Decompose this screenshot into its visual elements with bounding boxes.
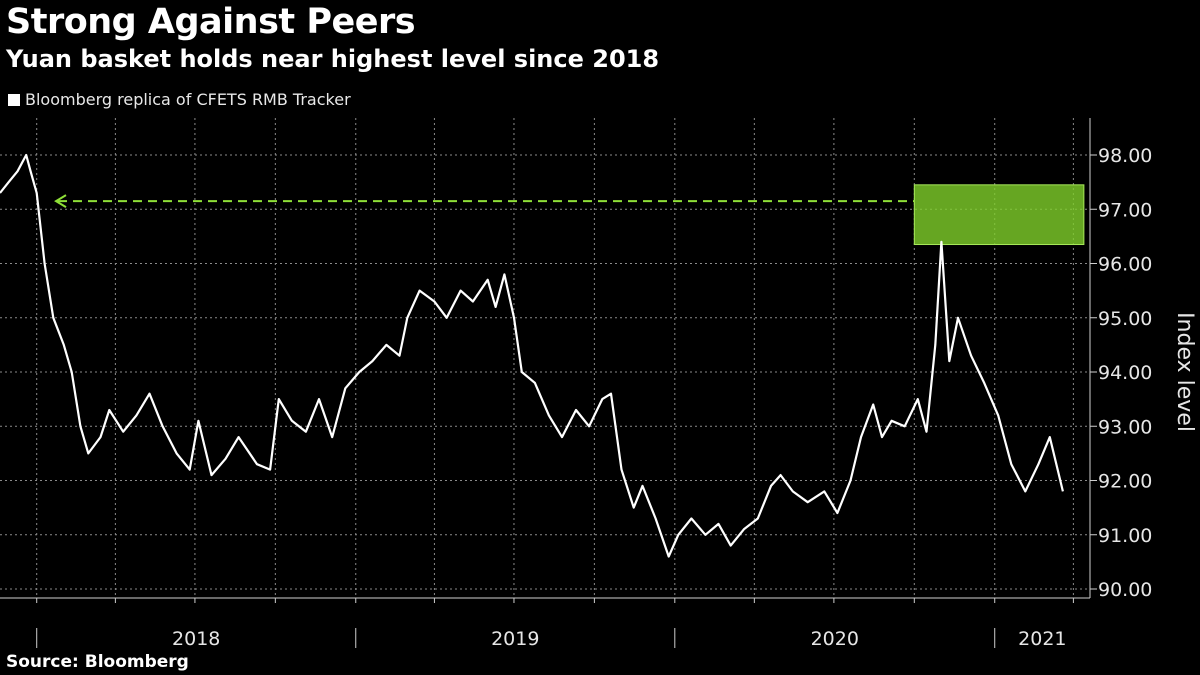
series-line bbox=[0, 153, 1064, 558]
x-tick-label: 2021 bbox=[1018, 628, 1066, 650]
y-tick-label: 94.00 bbox=[1098, 362, 1152, 384]
y-tick-label: 91.00 bbox=[1098, 525, 1152, 547]
reference-arrowhead bbox=[54, 194, 67, 208]
y-tick-label: 95.00 bbox=[1098, 308, 1152, 330]
source-note: Source: Bloomberg bbox=[6, 652, 189, 672]
chart-title: Strong Against Peers bbox=[6, 2, 416, 42]
y-tick-label: 98.00 bbox=[1098, 145, 1152, 167]
legend-swatch bbox=[8, 93, 20, 106]
y-tick-label: 96.00 bbox=[1098, 254, 1152, 276]
y-tick-label: 92.00 bbox=[1098, 471, 1152, 493]
y-axis-label: Index level bbox=[1172, 312, 1197, 432]
x-tick-label: 2020 bbox=[811, 628, 859, 650]
legend-label: Bloomberg replica of CFETS RMB Tracker bbox=[25, 90, 351, 109]
highlight-box bbox=[913, 184, 1085, 246]
x-tick-label: 2019 bbox=[491, 628, 539, 650]
chart-subtitle: Yuan basket holds near highest level sin… bbox=[6, 45, 660, 73]
x-tick-label: 2018 bbox=[172, 628, 220, 650]
y-tick-label: 93.00 bbox=[1098, 416, 1152, 438]
y-tick-label: 90.00 bbox=[1098, 579, 1152, 601]
y-tick-label: 97.00 bbox=[1098, 199, 1152, 221]
legend: Bloomberg replica of CFETS RMB Tracker bbox=[8, 90, 351, 109]
